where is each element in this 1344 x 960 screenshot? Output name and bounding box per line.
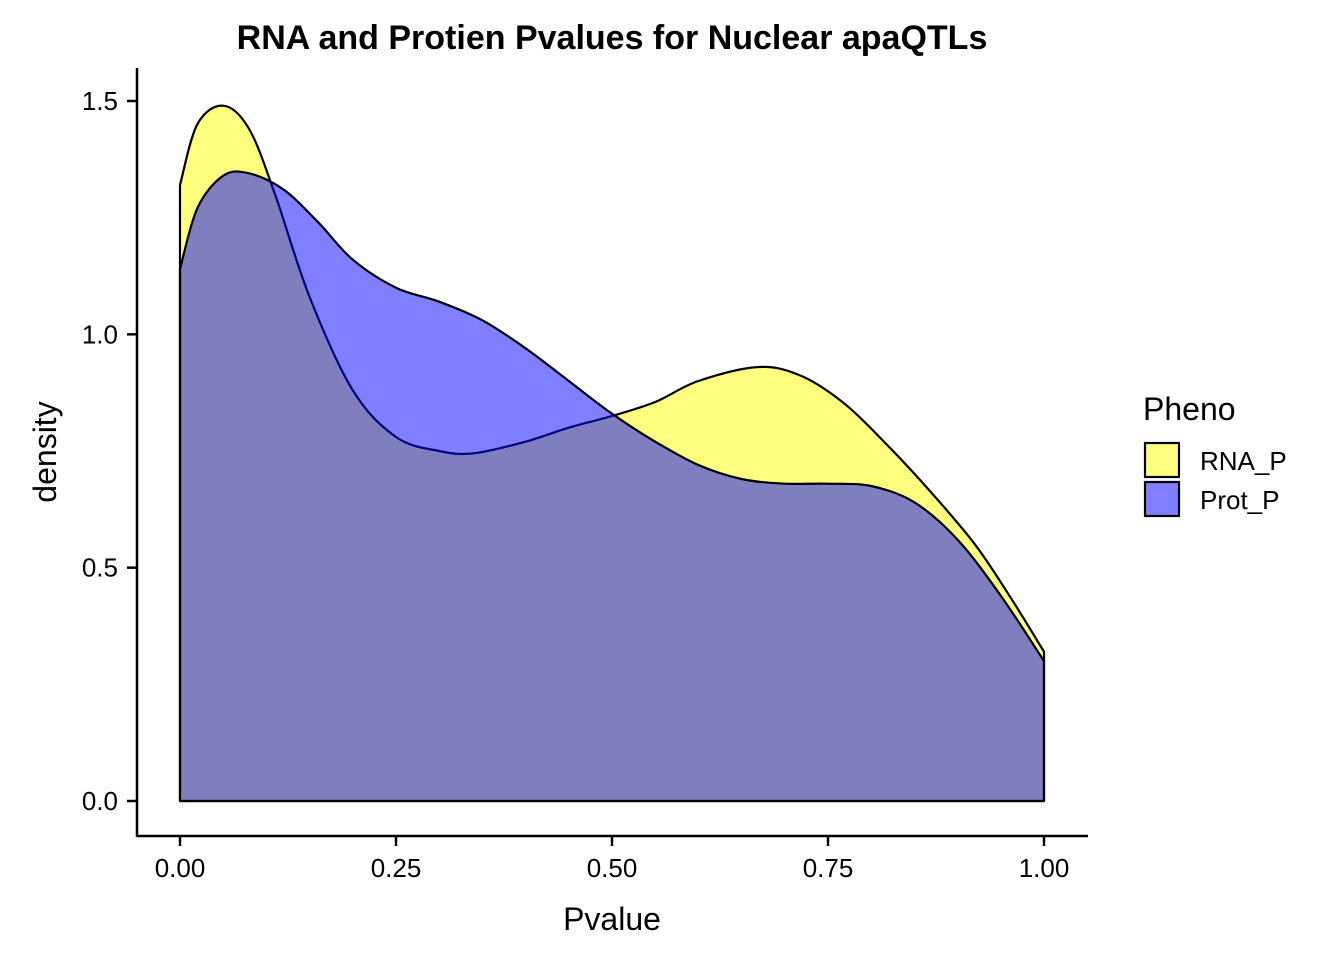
y-tick-label: 0.5 — [82, 553, 118, 583]
x-tick-label: 1.00 — [1019, 853, 1070, 883]
y-tick-label: 1.0 — [82, 319, 118, 349]
x-axis-title: Pvalue — [563, 901, 661, 937]
legend-label-prot-p: Prot_P — [1200, 485, 1280, 515]
x-axis-ticks: 0.00 0.25 0.50 0.75 1.00 — [155, 836, 1070, 883]
y-axis-ticks: 0.0 0.5 1.0 1.5 — [82, 86, 137, 816]
legend: Pheno RNA_P Prot_P — [1143, 391, 1287, 518]
chart-title: RNA and Protien Pvalues for Nuclear apaQ… — [237, 19, 988, 57]
y-tick-label: 1.5 — [82, 86, 118, 116]
density-areas — [178, 104, 1046, 803]
y-tick-label: 0.0 — [82, 786, 118, 816]
legend-items: RNA_P Prot_P — [1143, 441, 1287, 518]
x-tick-label: 0.00 — [155, 853, 206, 883]
legend-title: Pheno — [1143, 391, 1236, 427]
legend-swatch-prot-p — [1143, 480, 1181, 518]
x-tick-label: 0.75 — [803, 853, 854, 883]
x-tick-label: 0.50 — [587, 853, 638, 883]
density-area-prot-p — [178, 170, 1046, 803]
x-tick-label: 0.25 — [371, 853, 422, 883]
legend-swatch-rna-p — [1143, 441, 1181, 479]
y-axis-title: density — [27, 401, 63, 502]
legend-label-rna-p: RNA_P — [1200, 446, 1287, 476]
